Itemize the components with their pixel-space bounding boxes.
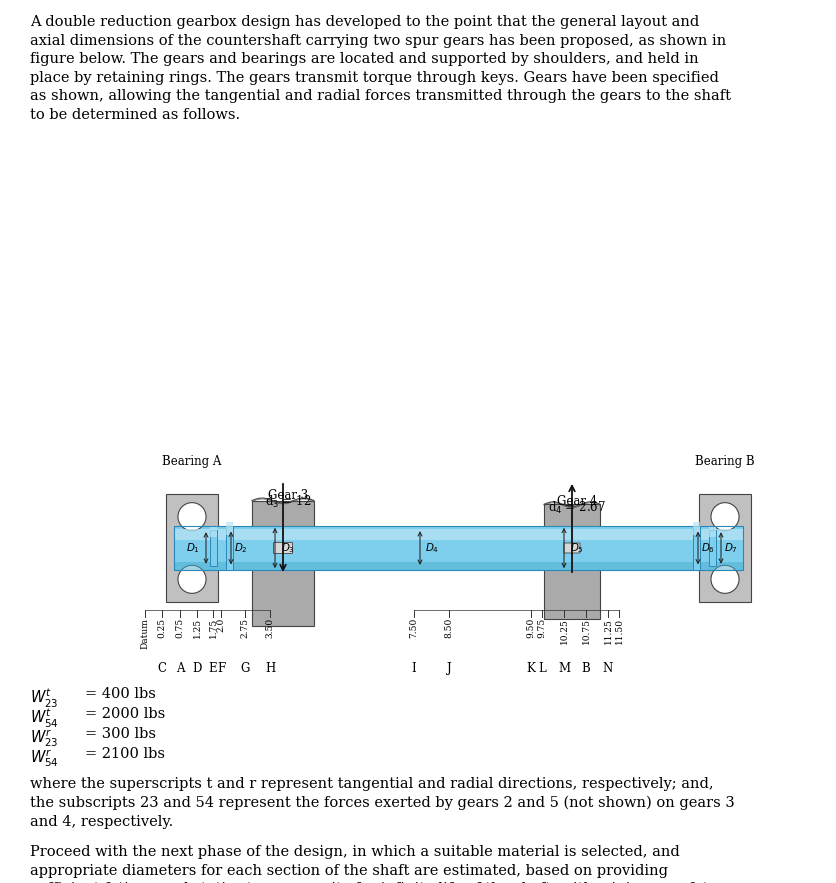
- Text: 9.75: 9.75: [537, 618, 546, 638]
- Text: $W^r_{23}$: $W^r_{23}$: [30, 727, 59, 749]
- Bar: [693, 526, 700, 570]
- FancyBboxPatch shape: [273, 542, 292, 554]
- Text: $D_3$: $D_3$: [281, 541, 295, 555]
- Bar: [174, 529, 742, 540]
- Bar: [210, 527, 217, 537]
- Text: 0.25: 0.25: [157, 618, 166, 638]
- Text: = 400 lbs: = 400 lbs: [85, 687, 155, 701]
- Text: 8.50: 8.50: [444, 618, 453, 638]
- Text: G: G: [240, 662, 249, 675]
- Text: = 2000 lbs: = 2000 lbs: [85, 707, 165, 721]
- Text: 2.0: 2.0: [217, 618, 225, 632]
- Bar: [709, 530, 716, 566]
- Bar: [227, 523, 233, 535]
- Circle shape: [178, 565, 206, 593]
- Text: $W^r_{54}$: $W^r_{54}$: [30, 747, 59, 769]
- Bar: [174, 562, 742, 570]
- Text: 11.25: 11.25: [603, 618, 612, 644]
- Text: 3.50: 3.50: [265, 618, 274, 638]
- Text: J: J: [446, 662, 451, 675]
- Text: Gear 4: Gear 4: [556, 495, 596, 508]
- Text: Datum: Datum: [140, 618, 150, 649]
- Bar: [174, 526, 742, 570]
- Text: $D_5$: $D_5$: [569, 541, 584, 555]
- Text: $D_2$: $D_2$: [234, 541, 247, 555]
- Text: A double reduction gearbox design has developed to the point that the general la: A double reduction gearbox design has de…: [30, 15, 730, 122]
- Text: $D_4$: $D_4$: [425, 541, 439, 555]
- Text: 1.75: 1.75: [208, 618, 217, 638]
- Text: $D_1$: $D_1$: [186, 541, 200, 555]
- Text: H: H: [264, 662, 275, 675]
- Bar: [693, 523, 700, 535]
- Text: Gear 3: Gear 3: [268, 489, 308, 502]
- Text: M: M: [558, 662, 569, 675]
- Text: = 300 lbs: = 300 lbs: [85, 727, 155, 741]
- Text: d$_4$ = 2.67: d$_4$ = 2.67: [548, 500, 605, 516]
- Text: I: I: [411, 662, 415, 675]
- Text: 9.50: 9.50: [526, 618, 535, 638]
- Text: K: K: [526, 662, 535, 675]
- Text: C: C: [157, 662, 166, 675]
- Text: 2.75: 2.75: [240, 618, 249, 638]
- Text: F: F: [217, 662, 225, 675]
- Text: L: L: [538, 662, 545, 675]
- Text: $W^t_{54}$: $W^t_{54}$: [30, 707, 59, 730]
- Bar: [252, 501, 314, 625]
- Text: Bearing B: Bearing B: [695, 455, 754, 468]
- Text: 0.75: 0.75: [176, 618, 184, 638]
- Text: where the superscripts t and r represent tangential and radial directions, respe: where the superscripts t and r represent…: [30, 777, 734, 829]
- Text: = 2100 lbs: = 2100 lbs: [85, 747, 165, 761]
- Text: Proceed with the next phase of the design, in which a suitable material is selec: Proceed with the next phase of the desig…: [30, 845, 716, 883]
- Circle shape: [710, 502, 738, 531]
- Text: N: N: [602, 662, 613, 675]
- Text: d$_3$ = 12: d$_3$ = 12: [264, 494, 311, 510]
- Text: 7.50: 7.50: [409, 618, 418, 638]
- Bar: [174, 526, 742, 570]
- FancyBboxPatch shape: [563, 543, 579, 553]
- Text: $W^t_{23}$: $W^t_{23}$: [30, 687, 59, 710]
- Bar: [709, 527, 716, 537]
- Bar: [698, 494, 750, 602]
- Text: 10.75: 10.75: [581, 618, 589, 644]
- Text: Bearing A: Bearing A: [162, 455, 222, 468]
- Text: D: D: [192, 662, 201, 675]
- Text: E: E: [208, 662, 217, 675]
- Text: 11.50: 11.50: [614, 618, 623, 644]
- Circle shape: [710, 565, 738, 593]
- Text: 1.25: 1.25: [192, 618, 201, 638]
- Bar: [543, 504, 599, 619]
- Text: $D_6$: $D_6$: [701, 541, 714, 555]
- Text: A: A: [176, 662, 184, 675]
- Bar: [227, 526, 233, 570]
- Text: $D_7$: $D_7$: [723, 541, 737, 555]
- Bar: [166, 494, 217, 602]
- Circle shape: [178, 502, 206, 531]
- Text: 10.25: 10.25: [558, 618, 568, 644]
- Bar: [210, 530, 217, 566]
- Text: B: B: [581, 662, 589, 675]
